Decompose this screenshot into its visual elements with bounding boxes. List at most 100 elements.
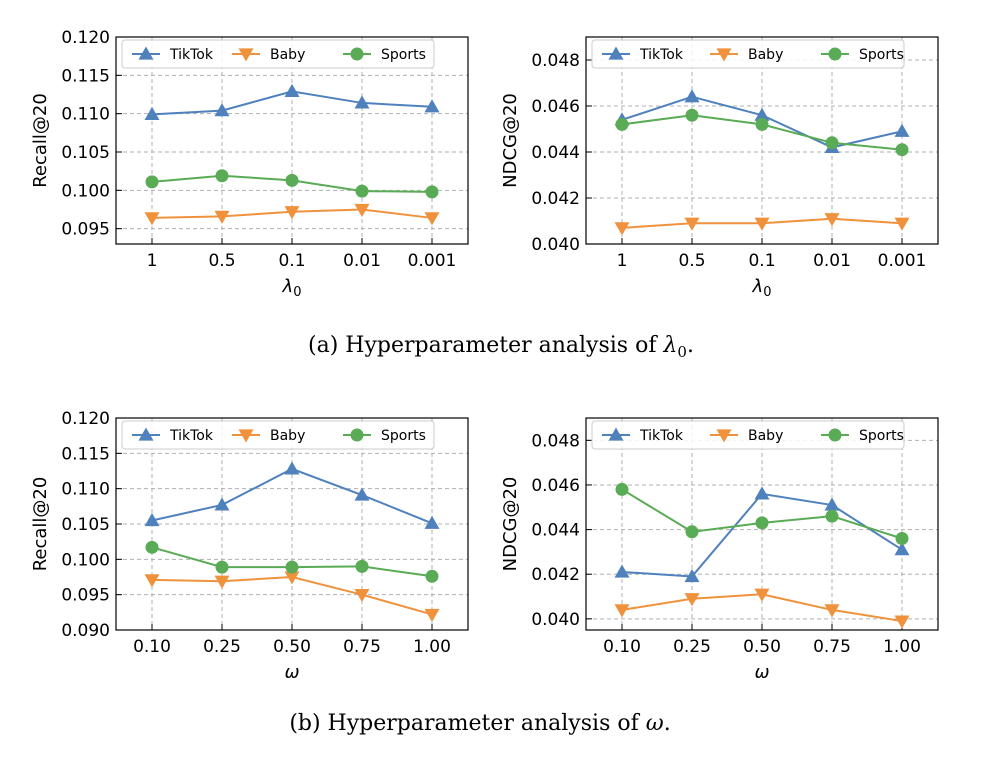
charts-layer: 1 0.5 0.1 0.01 0.001 0.095 0.100 0.105 0.110 0.11…: [30, 28, 939, 683]
legend-marker-sports: [350, 47, 364, 61]
x-tick-label: 0.10: [603, 637, 641, 657]
y-tick-label: 0.095: [61, 220, 110, 240]
data-point-tiktok: [894, 542, 910, 556]
plot-frame: [585, 36, 939, 245]
y-tick-label: 0.105: [61, 143, 110, 163]
data-point-sports: [215, 560, 229, 574]
data-point-tiktok: [614, 564, 630, 578]
y-tick-label: 0.120: [61, 28, 110, 48]
data-point-tiktok: [684, 568, 700, 583]
caption-b: (b) Hyperparameter analysis of ω.: [289, 711, 670, 736]
data-point-tiktok: [424, 99, 440, 113]
legend-marker-baby: [238, 48, 254, 62]
x-axis-label: λ0: [752, 276, 772, 300]
y-axis-label: NDCG@20: [500, 477, 521, 572]
data-point-baby: [824, 213, 840, 227]
y-tick-label: 0.042: [531, 189, 580, 209]
data-point-baby: [614, 222, 630, 236]
data-point-sports: [825, 509, 839, 523]
y-axis-label: NDCG@20: [500, 93, 521, 188]
data-point-sports: [755, 117, 769, 131]
x-tick-label: 1.00: [883, 637, 921, 657]
y-tick-label: 0.100: [61, 550, 110, 570]
y-tick-label: 0.100: [61, 181, 110, 201]
x-tick-label: 0.75: [813, 637, 851, 657]
x-tick-label: 0.01: [343, 251, 381, 271]
legend-marker-tiktok: [138, 46, 154, 60]
x-tick-label: 1: [617, 251, 628, 271]
data-point-baby: [684, 217, 700, 231]
data-point-baby: [614, 604, 630, 618]
x-tick-label: 0.5: [678, 251, 705, 271]
y-axis-label: Recall@20: [30, 93, 51, 188]
data-point-sports: [355, 184, 369, 198]
legend-label-baby: Baby: [270, 428, 305, 444]
legend-box: [121, 420, 435, 450]
y-tick-label: 0.048: [531, 51, 580, 71]
y-tick-label: 0.120: [61, 409, 110, 429]
legend-label-tiktok: TikTok: [169, 47, 214, 63]
legend-label-sports: Sports: [381, 47, 426, 63]
x-tick-label: 0.1: [748, 251, 775, 271]
legend-box: [591, 39, 905, 69]
data-point-baby: [894, 217, 910, 231]
plot-frame: [115, 417, 469, 631]
x-tick-label: 1.00: [413, 637, 451, 657]
legend-marker-sports: [828, 47, 842, 61]
x-tick-label: 0.001: [878, 251, 927, 271]
data-point-tiktok: [144, 512, 160, 527]
y-tick-label: 0.095: [61, 586, 110, 606]
data-point-sports: [895, 532, 909, 546]
legend-marker-tiktok: [608, 46, 624, 60]
x-tick-label: 0.50: [273, 637, 311, 657]
data-point-tiktok: [284, 461, 300, 475]
data-point-tiktok: [754, 107, 770, 121]
data-point-tiktok: [754, 486, 770, 500]
data-point-sports: [755, 516, 769, 530]
x-tick-label: 0.01: [813, 251, 851, 271]
legend-marker-tiktok: [138, 427, 154, 441]
legend-label-baby: Baby: [748, 47, 783, 63]
y-tick-label: 0.110: [61, 480, 110, 500]
x-tick-label: 0.50: [743, 637, 781, 657]
data-point-tiktok: [684, 89, 700, 103]
series-line-tiktok: [621, 492, 903, 578]
x-tick-label: 0.75: [343, 637, 381, 657]
x-tick-label: 0.25: [673, 637, 711, 657]
legend-marker-baby: [716, 429, 732, 443]
data-point-sports: [615, 482, 629, 496]
legend: TikTok Baby Sports: [121, 39, 435, 69]
legend-label-tiktok: TikTok: [639, 47, 684, 63]
x-axis-label: ω: [754, 662, 769, 683]
data-point-tiktok: [214, 497, 230, 511]
legend-label-sports: Sports: [381, 428, 426, 444]
data-point-sports: [895, 143, 909, 157]
legend-label-tiktok: TikTok: [639, 428, 684, 444]
legend-marker-baby: [238, 429, 254, 443]
data-point-sports: [355, 559, 369, 573]
data-point-sports: [615, 117, 629, 131]
data-point-baby: [214, 210, 230, 224]
data-point-baby: [824, 604, 840, 618]
data-point-sports: [685, 525, 699, 539]
chart-3: 0.10 0.25 0.50 0.75 1.00 0.090 0.095 0.100 0.105…: [30, 409, 469, 683]
y-tick-label: 0.115: [61, 66, 110, 86]
data-point-tiktok: [354, 487, 370, 501]
data-point-tiktok: [424, 515, 440, 529]
data-point-baby: [354, 203, 370, 217]
data-point-tiktok: [144, 106, 160, 121]
data-point-sports: [145, 540, 159, 554]
legend-label-tiktok: TikTok: [169, 428, 214, 444]
legend-marker-tiktok: [608, 427, 624, 441]
x-tick-label: 0.5: [208, 251, 235, 271]
data-point-sports: [285, 560, 299, 574]
chart-4: 0.10 0.25 0.50 0.75 1.00 0.040 0.042 0.044 0.046…: [500, 417, 939, 683]
legend-marker-sports: [828, 428, 842, 442]
data-point-baby: [214, 575, 230, 589]
data-point-baby: [424, 608, 440, 622]
legend-marker-baby: [716, 48, 732, 62]
data-point-sports: [685, 108, 699, 122]
caption-a: (a) Hyperparameter analysis of λ0.: [308, 333, 694, 361]
legend: TikTok Baby Sports: [591, 39, 905, 69]
plot-frame: [585, 417, 939, 631]
